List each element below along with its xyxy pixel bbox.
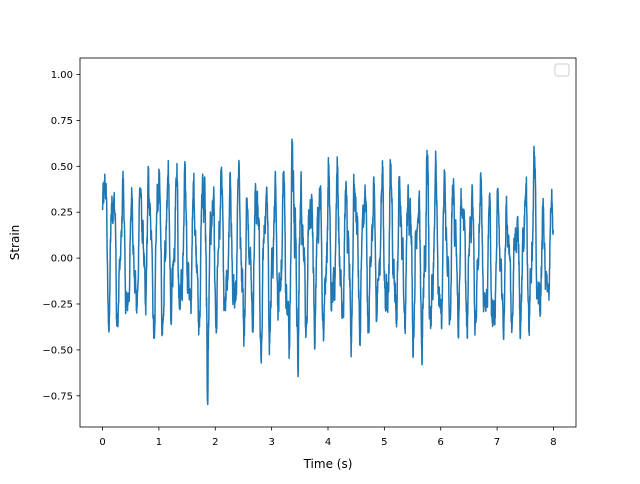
y-tick-label: 0.50: [51, 162, 73, 173]
legend: [554, 63, 570, 77]
y-tick-label: 0.00: [51, 254, 73, 265]
x-tick-label: 7: [494, 437, 500, 448]
x-axis-label: Time (s): [303, 457, 353, 471]
series-line-strain: [101, 138, 555, 406]
x-tick-label: 1: [156, 437, 162, 448]
plot-area: [101, 138, 555, 406]
legend-box: [554, 63, 570, 77]
y-tick-label: −0.25: [42, 300, 73, 311]
x-tick-label: 8: [550, 437, 556, 448]
x-tick-label: 2: [212, 437, 218, 448]
y-axis-ticks: −0.75 −0.50 −0.25 0.00 0.25 0.50 0.75 1.00: [42, 70, 80, 402]
x-tick-label: 3: [268, 437, 274, 448]
y-axis-label: Strain: [8, 225, 22, 261]
x-tick-label: 4: [325, 437, 331, 448]
y-tick-label: −0.50: [42, 345, 73, 356]
x-tick-label: 5: [381, 437, 387, 448]
y-tick-label: 1.00: [51, 70, 73, 81]
x-tick-label: 0: [99, 437, 105, 448]
y-tick-label: 0.25: [51, 208, 73, 219]
y-tick-label: −0.75: [42, 391, 73, 402]
y-tick-label: 0.75: [51, 116, 73, 127]
x-axis-ticks: 0 1 2 3 4 5 6 7 8: [99, 427, 557, 448]
x-tick-label: 6: [438, 437, 444, 448]
